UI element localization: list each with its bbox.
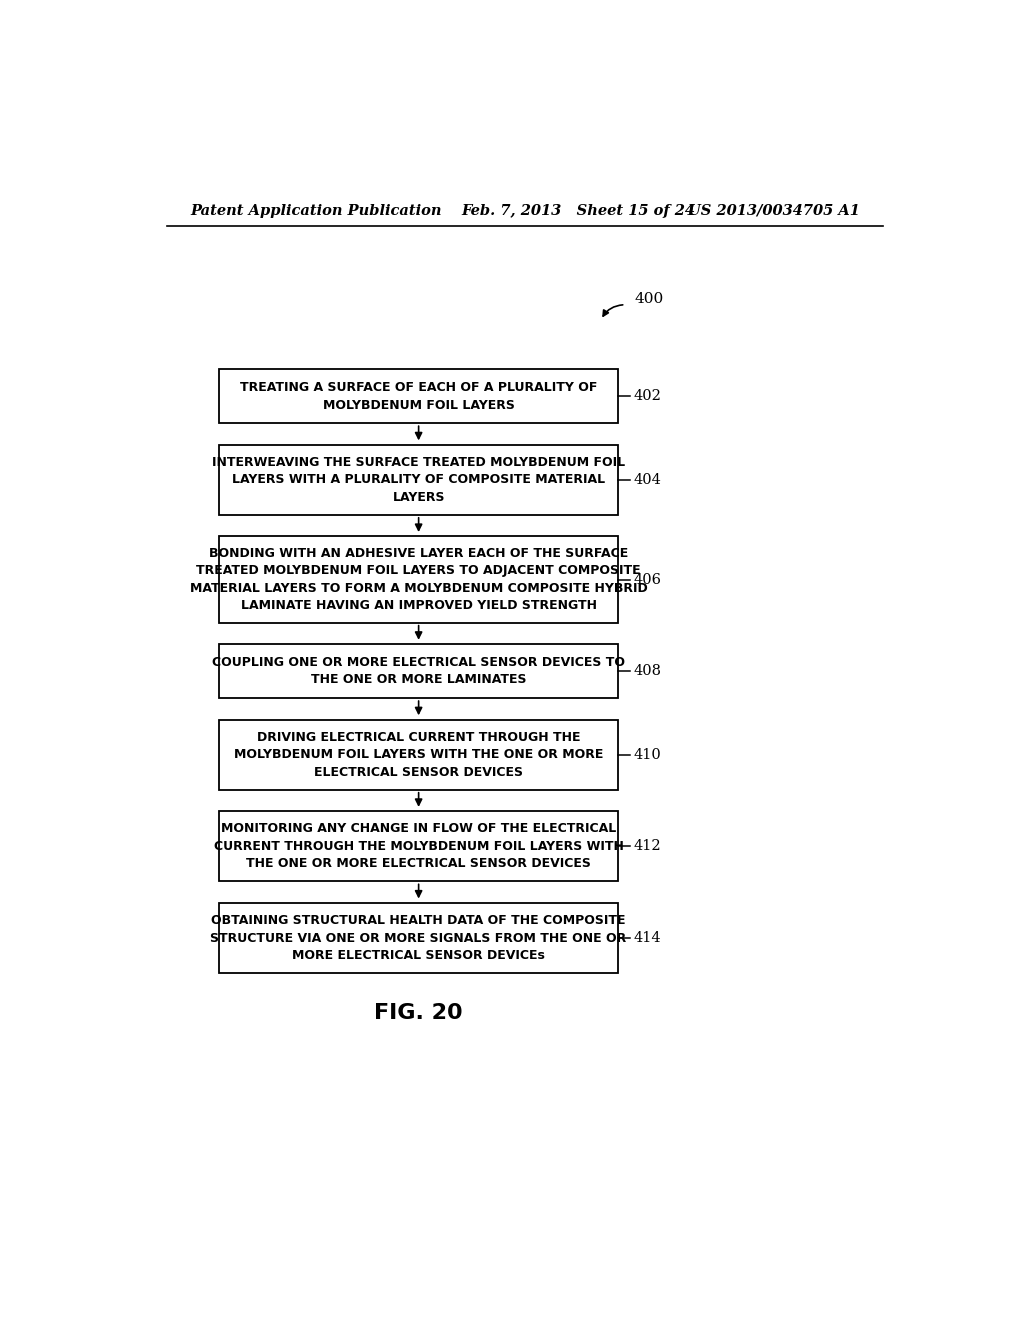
Text: INTERWEAVING THE SURFACE TREATED MOLYBDENUM FOIL
LAYERS WITH A PLURALITY OF COMP: INTERWEAVING THE SURFACE TREATED MOLYBDE… [212,455,626,504]
Bar [219,536,617,623]
Text: Patent Application Publication: Patent Application Publication [190,203,441,218]
Text: MONITORING ANY CHANGE IN FLOW OF THE ELECTRICAL
CURRENT THROUGH THE MOLYBDENUM F: MONITORING ANY CHANGE IN FLOW OF THE ELE… [214,822,624,870]
Text: 404: 404 [633,473,662,487]
Text: 414: 414 [633,931,660,945]
Text: 412: 412 [633,840,660,854]
Bar [219,370,617,424]
Bar [219,903,617,973]
Text: BONDING WITH AN ADHESIVE LAYER EACH OF THE SURFACE
TREATED MOLYBDENUM FOIL LAYER: BONDING WITH AN ADHESIVE LAYER EACH OF T… [189,546,647,612]
Text: 406: 406 [633,573,662,586]
Text: 410: 410 [633,747,662,762]
Text: OBTAINING STRUCTURAL HEALTH DATA OF THE COMPOSITE
STRUCTURE VIA ONE OR MORE SIGN: OBTAINING STRUCTURAL HEALTH DATA OF THE … [211,913,627,962]
Text: COUPLING ONE OR MORE ELECTRICAL SENSOR DEVICES TO
THE ONE OR MORE LAMINATES: COUPLING ONE OR MORE ELECTRICAL SENSOR D… [212,656,625,686]
Bar [219,445,617,515]
Text: DRIVING ELECTRICAL CURRENT THROUGH THE
MOLYBDENUM FOIL LAYERS WITH THE ONE OR MO: DRIVING ELECTRICAL CURRENT THROUGH THE M… [233,731,603,779]
Text: Feb. 7, 2013   Sheet 15 of 24: Feb. 7, 2013 Sheet 15 of 24 [461,203,695,218]
Text: 400: 400 [634,292,664,306]
Bar [219,719,617,789]
Text: TREATING A SURFACE OF EACH OF A PLURALITY OF
MOLYBDENUM FOIL LAYERS: TREATING A SURFACE OF EACH OF A PLURALIT… [240,381,597,412]
Text: 408: 408 [633,664,662,678]
Text: 402: 402 [633,389,662,404]
Bar [219,812,617,882]
Text: FIG. 20: FIG. 20 [375,1003,463,1023]
Bar [219,644,617,698]
Text: US 2013/0034705 A1: US 2013/0034705 A1 [688,203,859,218]
